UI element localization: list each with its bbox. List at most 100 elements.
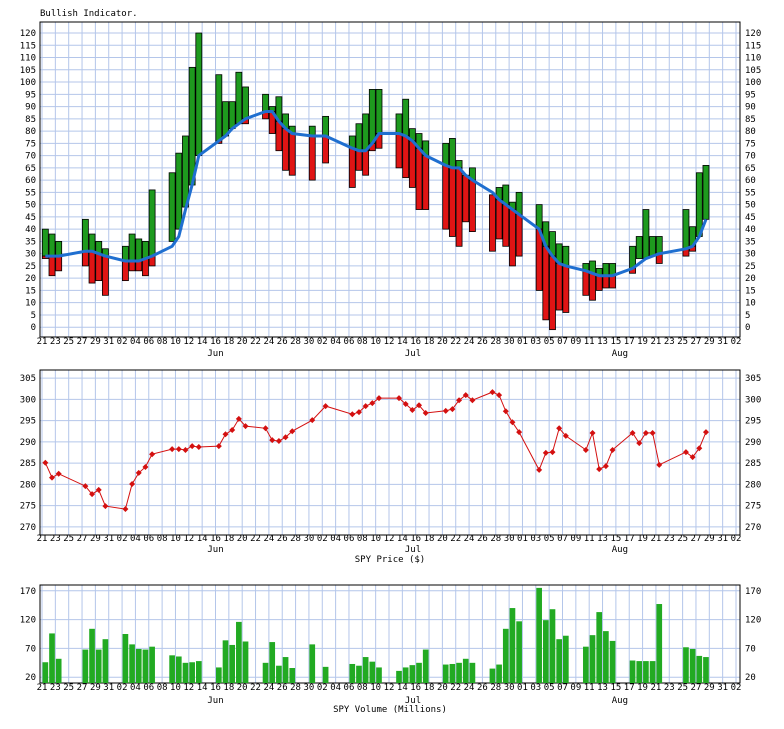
volume-bar (449, 663, 456, 683)
bar-below-average (348, 147, 356, 188)
x-tick-label: 18 (223, 337, 234, 347)
y-tick-label: 290 (20, 438, 36, 448)
volume-bar (422, 649, 429, 683)
y-tick-label-right: 15 (745, 286, 756, 296)
x-tick-label: 07 (557, 534, 568, 544)
volume-bar (609, 640, 616, 683)
y-tick-label: 305 (20, 374, 36, 384)
bar-below-average (609, 275, 616, 289)
price-marker (129, 480, 136, 487)
x-tick-label: 28 (290, 337, 301, 347)
price-marker (469, 397, 476, 404)
bar-below-average (595, 275, 603, 291)
bar-above-average (81, 218, 89, 252)
plot-border (39, 369, 741, 536)
bar-below-average (489, 194, 496, 252)
bar-above-average (362, 113, 370, 152)
bar-above-average (395, 113, 403, 134)
x-tick-label: 28 (490, 683, 501, 693)
x-tick-label: 28 (490, 337, 501, 347)
x-tick-label: 20 (437, 683, 448, 693)
plot-border (39, 584, 741, 684)
x-tick-label: 08 (357, 337, 368, 347)
x-tick-label: 16 (210, 337, 221, 347)
price-marker (456, 397, 463, 404)
bar-below-average (555, 263, 563, 311)
x-tick-label: 27 (691, 683, 702, 693)
x-tick-label: 20 (437, 534, 448, 544)
bar-above-average (682, 209, 690, 250)
x-tick-label: 07 (557, 337, 568, 347)
price-marker (702, 429, 709, 436)
y-tick-label-right: 50 (745, 201, 756, 211)
y-tick-label-right: 60 (745, 176, 756, 186)
y-tick-label: 285 (20, 459, 36, 469)
bar-above-average (175, 152, 183, 230)
y-tick-label: 295 (20, 417, 36, 427)
y-tick-label: 70 (25, 644, 36, 654)
x-tick-label: 14 (397, 534, 408, 544)
x-tick-label: 29 (90, 337, 101, 347)
price-marker (195, 443, 202, 450)
bar-above-average (122, 245, 129, 262)
volume-bar (496, 664, 502, 683)
price-marker (362, 403, 369, 410)
bar-below-average (455, 167, 463, 247)
x-tick-label: 30 (304, 683, 315, 693)
x-tick-label: 14 (197, 337, 208, 347)
price-marker (689, 454, 696, 461)
bar-below-average (142, 258, 149, 277)
y-tick-label: 80 (25, 127, 36, 137)
volume-bar (396, 670, 402, 683)
bar-above-average (535, 204, 543, 230)
x-tick-label: 28 (290, 534, 301, 544)
x-tick-label: 14 (397, 337, 408, 347)
price-marker (82, 483, 89, 490)
bar-above-average (702, 165, 710, 220)
bar-above-average (242, 86, 249, 120)
price-marker (409, 406, 416, 413)
bar-below-average (355, 150, 363, 171)
y-tick-label: 100 (20, 78, 36, 88)
volume-bar (409, 665, 416, 683)
plot-area (40, 585, 740, 683)
bar-below-average (48, 255, 56, 277)
bar-below-average (549, 255, 556, 331)
volume-bar (189, 662, 195, 683)
volume-bar (142, 649, 149, 683)
bar-above-average (148, 189, 156, 257)
volume-bar (169, 655, 175, 683)
price-marker (416, 402, 423, 409)
x-tick-label: 22 (450, 534, 461, 544)
price-marker (349, 411, 356, 418)
x-tick-label: 05 (544, 534, 555, 544)
y-tick-label-right: 55 (745, 188, 756, 198)
x-tick-label: 21 (37, 337, 48, 347)
price-marker (609, 446, 616, 453)
volume-bar (703, 657, 709, 683)
bar-below-average (542, 245, 550, 321)
y-tick-label-right: 75 (745, 139, 756, 149)
x-tick-label: 20 (237, 683, 248, 693)
volume-bar (349, 663, 356, 683)
y-tick-label-right: 170 (745, 587, 761, 597)
y-tick-label-right: 275 (745, 502, 761, 512)
x-tick-label: 12 (183, 683, 194, 693)
y-tick-label: 95 (25, 90, 36, 100)
x-tick-label: 10 (170, 337, 181, 347)
price-marker (102, 503, 109, 510)
price-marker (242, 423, 249, 430)
x-tick-label: 10 (370, 534, 381, 544)
volume-bar (583, 646, 589, 683)
x-tick-label: 02 (117, 337, 128, 347)
x-tick-label: 10 (370, 337, 381, 347)
bar-above-average (235, 71, 243, 125)
x-tick-label: 09 (570, 683, 581, 693)
price-marker (556, 425, 563, 432)
bar-above-average (375, 89, 383, 134)
volume-bar (462, 658, 469, 683)
x-tick-label: 29 (90, 534, 101, 544)
bar-above-average (355, 123, 363, 152)
y-tick-label: 30 (25, 250, 36, 260)
x-tick-label: 21 (37, 683, 48, 693)
